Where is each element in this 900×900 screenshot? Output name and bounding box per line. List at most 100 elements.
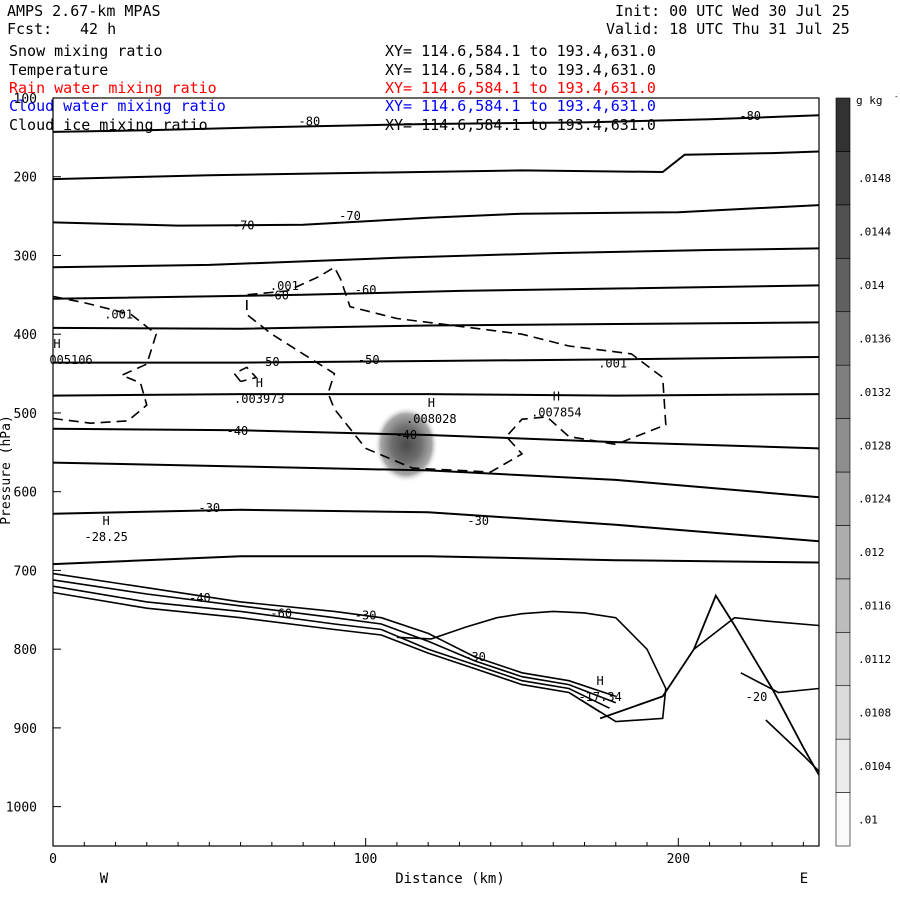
east-label: E	[800, 871, 808, 887]
colorbar-tick-label: .0132	[858, 386, 891, 399]
isotherm-line	[53, 555, 819, 566]
field-xy: XY= 114.6,584.1 to 193.4,631.0	[385, 61, 656, 79]
isotherm-line	[53, 247, 819, 269]
isotherm-label: -40	[189, 591, 211, 605]
extremum-value: -17.34	[578, 690, 621, 704]
colorbar-swatch	[835, 525, 851, 580]
forecast-label: Fcst:	[7, 20, 53, 38]
isotherm-line	[53, 356, 819, 364]
colorbar-tick-label: .0116	[858, 600, 891, 613]
terrain-isotherm-line	[53, 591, 601, 713]
terrain-isotherm-line	[53, 572, 617, 698]
colorbar-swatch	[835, 204, 851, 259]
isotherm-label: -60	[270, 607, 292, 621]
field-name: Temperature	[9, 61, 109, 79]
extremum-value: .008028	[406, 412, 457, 426]
colorbar-tick-label: .0108	[858, 706, 891, 719]
x-tick-label: 100	[354, 852, 377, 867]
colorbar-swatch	[835, 471, 851, 526]
y-tick-label: 600	[14, 486, 37, 501]
isotherm-line	[53, 284, 819, 300]
plot-frame	[52, 97, 820, 847]
colorbar-swatch	[835, 738, 851, 793]
y-tick-label: 400	[14, 328, 37, 343]
colorbar-swatch	[835, 151, 851, 206]
extremum-marker: H	[53, 337, 60, 351]
colorbar-tick-label: .0144	[858, 226, 891, 239]
colorbar-swatch	[835, 364, 851, 419]
west-label: W	[100, 871, 109, 887]
init-time: Init: 00 UTC Wed 30 Jul 25	[615, 2, 850, 20]
colorbar-tick-label: .0136	[858, 332, 891, 345]
y-tick-label: 800	[14, 643, 37, 658]
isotherm-label: -50	[358, 353, 380, 367]
forecast-hours: 42 h	[80, 20, 117, 38]
isotherm-label: -30	[355, 608, 377, 622]
extremum-value: -28.25	[84, 530, 127, 544]
colorbar-tick-label: .014	[858, 279, 885, 292]
colorbar-tick-label: .0128	[858, 439, 891, 452]
isotherm-label: -40	[395, 428, 417, 442]
terrain-isotherm-line	[53, 585, 610, 709]
isotherm-line	[53, 461, 819, 499]
ridge-contour	[740, 672, 819, 694]
isotherm-line	[53, 508, 819, 543]
cloud-ice-contour	[233, 366, 258, 383]
field-name: Rain water mixing ratio	[9, 79, 217, 97]
mountain-contour	[599, 593, 819, 776]
colorbar-swatch	[835, 578, 851, 633]
field-xy: XY= 114.6,584.1 to 193.4,631.0	[385, 97, 656, 115]
colorbar-tick-label: .01	[858, 813, 878, 826]
cloud-ice-label: .001	[598, 356, 627, 370]
x-axis-label: Distance (km)	[395, 871, 505, 887]
isotherm-line	[53, 150, 819, 181]
colorbar-swatch	[835, 418, 851, 473]
y-tick-label: 900	[14, 722, 37, 737]
isotherm-line	[53, 204, 819, 227]
y-axis-label: Pressure (hPa)	[0, 415, 14, 525]
extremum-value: .007854	[531, 406, 582, 420]
y-tick-label: 300	[14, 249, 37, 264]
isotherm-label: -80	[299, 115, 321, 129]
extremum-marker: H	[597, 674, 604, 688]
isotherm-label: -20	[746, 690, 768, 704]
isotherm-label: -60	[267, 289, 289, 303]
y-tick-label: 200	[14, 171, 37, 186]
cloud-ice-label: .001	[270, 279, 299, 293]
isotherm-label: -60	[355, 283, 377, 297]
terrain-isotherm-line	[53, 579, 617, 704]
isotherm-line	[53, 321, 819, 330]
snow-mixing-ratio-shading	[374, 406, 439, 483]
isotherm-line	[53, 393, 819, 397]
isotherm-label: -80	[739, 109, 761, 123]
colorbar-swatch	[835, 257, 851, 313]
isotherm-label: -50	[258, 355, 280, 369]
isotherm-label: -70	[233, 219, 255, 233]
y-tick-label: 100	[14, 92, 37, 107]
extremum-marker: H	[103, 514, 110, 528]
model-title: AMPS 2.67-km MPAS	[7, 2, 161, 20]
isotherm-label: -30	[464, 650, 486, 664]
isotherm-label: -30	[467, 514, 489, 528]
colorbar-swatch	[835, 792, 851, 847]
x-tick-label: 200	[667, 852, 690, 867]
field-xy: XY= 114.6,584.1 to 193.4,631.0	[385, 42, 656, 60]
extremum-value: 005106	[49, 353, 92, 367]
y-tick-label: 500	[14, 407, 37, 422]
colorbar-tick-label: .0148	[858, 172, 891, 185]
colorbar-swatch	[835, 311, 851, 366]
isotherm-label: -30	[198, 501, 220, 515]
isotherm-line	[53, 427, 819, 450]
colorbar-swatch	[835, 631, 851, 687]
valid-time: Valid: 18 UTC Thu 31 Jul 25	[606, 20, 850, 38]
colorbar-unit-exponent: -1	[894, 92, 900, 101]
colorbar-tick-label: .0112	[858, 653, 891, 666]
extremum-value: .003973	[234, 392, 285, 406]
colorbar-tick-label: .0124	[858, 493, 891, 506]
isotherm-line	[53, 114, 819, 133]
terrain-outer-contour	[396, 610, 667, 723]
colorbar-tick-label: .012	[858, 546, 885, 559]
x-tick-label: 0	[49, 852, 57, 867]
isotherm-label: -70	[339, 209, 361, 223]
